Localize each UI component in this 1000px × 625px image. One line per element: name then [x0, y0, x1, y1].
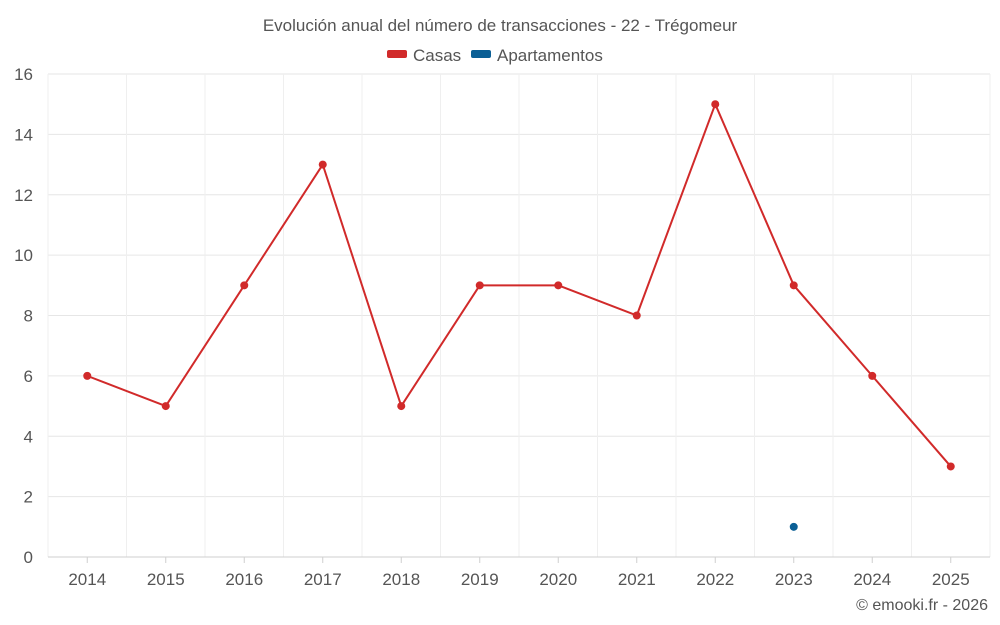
x-tick-label: 2020	[539, 570, 577, 589]
data-point-casas[interactable]	[868, 371, 877, 380]
legend-swatch-apartamentos	[471, 50, 491, 58]
y-tick-label: 0	[24, 548, 33, 567]
x-tick-label: 2019	[461, 570, 499, 589]
series-line-casas	[86, 103, 952, 468]
data-point-apartamentos[interactable]	[789, 522, 798, 531]
x-axis: 2014 2015 2016 2017 2018 2019 2020 2021 2022 2023…	[68, 557, 970, 589]
data-point-casas[interactable]	[161, 402, 170, 411]
chart-title: Evolución anual del número de transaccio…	[263, 16, 738, 35]
x-tick-label: 2014	[68, 570, 106, 589]
data-point-casas[interactable]	[83, 371, 92, 380]
x-tick-label: 2018	[382, 570, 420, 589]
y-tick-label: 14	[14, 125, 33, 144]
series-layer	[83, 100, 955, 531]
y-tick-label: 8	[24, 307, 33, 326]
legend-item-casas[interactable]: Casas	[387, 46, 461, 65]
x-tick-label: 2025	[932, 570, 970, 589]
legend-swatch-casas	[387, 50, 407, 58]
data-point-casas[interactable]	[946, 462, 955, 471]
y-tick-label: 12	[14, 186, 33, 205]
x-tick-label: 2015	[147, 570, 185, 589]
y-tick-label: 16	[14, 65, 33, 84]
data-point-casas[interactable]	[240, 281, 249, 290]
x-tick-label: 2017	[304, 570, 342, 589]
data-point-casas[interactable]	[554, 281, 563, 290]
x-tick-label: 2022	[696, 570, 734, 589]
credit: © emooki.fr - 2026	[856, 597, 988, 614]
x-tick-label: 2024	[853, 570, 891, 589]
x-tick-label: 2016	[225, 570, 263, 589]
x-tick-label: 2023	[775, 570, 813, 589]
data-point-casas[interactable]	[711, 100, 720, 109]
x-tick-label: 2021	[618, 570, 656, 589]
data-point-casas[interactable]	[318, 160, 327, 169]
legend-label-apartamentos: Apartamentos	[497, 46, 603, 65]
y-tick-label: 10	[14, 246, 33, 265]
legend-label-casas: Casas	[413, 46, 461, 65]
y-axis: 0 2 4 6 8 10 12 14 16	[14, 65, 33, 567]
legend-item-apartamentos[interactable]: Apartamentos	[471, 46, 603, 65]
data-point-casas[interactable]	[397, 402, 406, 411]
y-tick-label: 6	[24, 367, 33, 386]
data-point-casas[interactable]	[632, 311, 641, 320]
grid	[47, 73, 991, 558]
y-tick-label: 4	[24, 427, 33, 446]
data-point-casas[interactable]	[789, 281, 798, 290]
legend: Casas Apartamentos	[387, 46, 603, 65]
y-tick-label: 2	[24, 488, 33, 507]
data-point-casas[interactable]	[475, 281, 484, 290]
